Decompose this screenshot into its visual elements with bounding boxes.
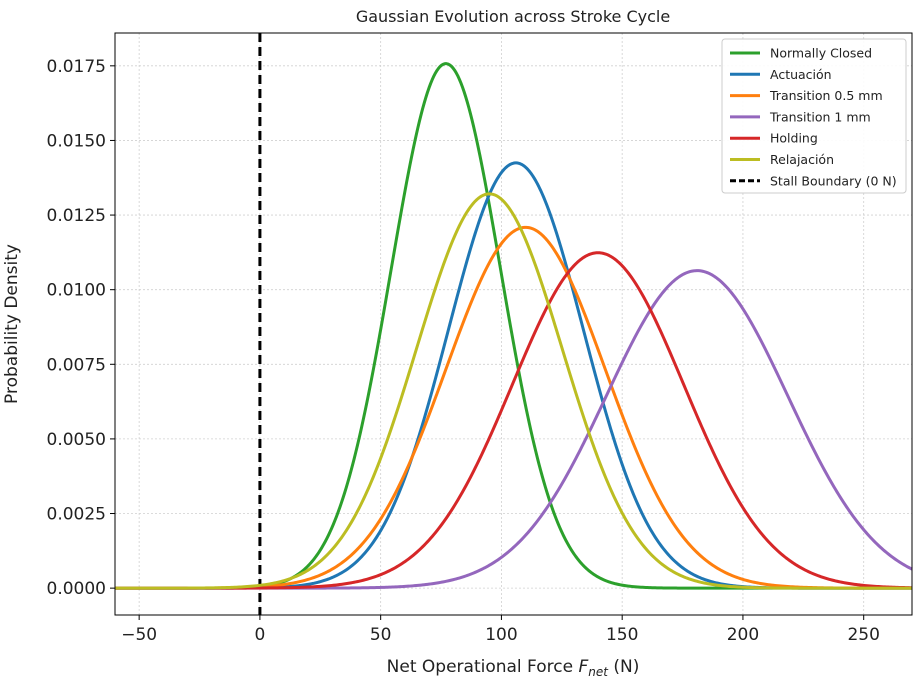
- chart-title: Gaussian Evolution across Stroke Cycle: [356, 7, 670, 26]
- x-tick-label: 250: [847, 625, 879, 645]
- plot-frame: [114, 32, 913, 616]
- legend: Normally Closed Actuación Transition 0.5 m…: [721, 38, 907, 194]
- x-axis-label-prefix: Net Operational Force: [387, 657, 579, 677]
- y-tick-label: 0.0175: [47, 57, 106, 77]
- y-axis-label: Probability Density: [2, 244, 22, 404]
- x-axis-ticks: −50 0 50 100 150 200 250: [121, 615, 880, 645]
- legend-label: Relajación: [770, 152, 834, 167]
- x-tick-label: 0: [254, 625, 265, 645]
- y-tick-label: 0.0150: [47, 131, 106, 151]
- legend-box: [721, 38, 907, 194]
- x-axis-label-suffix: (N): [608, 657, 639, 677]
- x-tick-label: 50: [370, 625, 392, 645]
- y-tick-label: 0.0025: [47, 505, 106, 525]
- y-axis-ticks: 0.0000 0.0025 0.0050 0.0075 0.0100 0.0125 0.01…: [47, 57, 115, 599]
- legend-label: Actuación: [770, 67, 832, 82]
- x-tick-label: 100: [485, 625, 517, 645]
- x-axis-label: Net Operational Force Fnet (N): [387, 657, 640, 679]
- series-line-holding: [115, 251, 913, 590]
- y-tick-label: 0.0100: [47, 281, 106, 301]
- legend-label: Stall Boundary (0 N): [770, 173, 897, 188]
- x-tick-label: 200: [727, 625, 759, 645]
- legend-label: Normally Closed: [770, 46, 872, 61]
- legend-label: Transition 1 mm: [769, 109, 871, 124]
- y-tick-label: 0.0075: [47, 355, 106, 375]
- x-axis-label-subscript: net: [588, 665, 609, 679]
- series-layer: [115, 62, 913, 590]
- y-tick-label: 0.0125: [47, 206, 106, 226]
- y-tick-label: 0.0000: [47, 579, 106, 599]
- legend-label: Transition 0.5 mm: [769, 88, 883, 103]
- series-line-relajacion: [115, 192, 912, 590]
- y-tick-label: 0.0050: [47, 430, 106, 450]
- legend-label: Holding: [770, 131, 818, 146]
- x-tick-label: −50: [121, 625, 157, 645]
- x-axis-label-variable: F: [578, 657, 588, 677]
- x-tick-label: 150: [606, 625, 638, 645]
